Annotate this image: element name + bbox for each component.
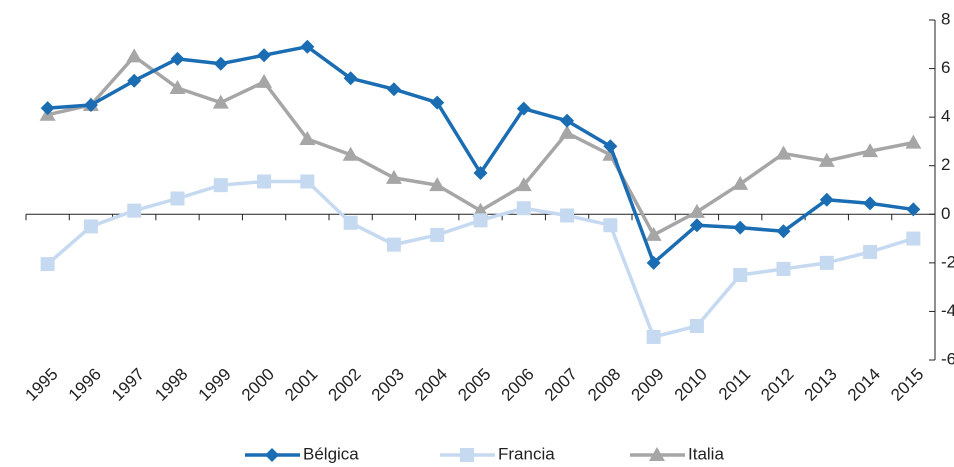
- legend-label: Francia: [498, 444, 555, 463]
- y-tick-label: 2: [941, 155, 950, 174]
- x-tick-label: 2004: [411, 365, 451, 405]
- marker: [646, 255, 661, 270]
- marker: [265, 448, 279, 462]
- marker: [257, 174, 272, 189]
- y-tick-label: 4: [941, 107, 950, 126]
- marker: [560, 208, 575, 223]
- marker: [645, 226, 662, 241]
- marker: [603, 139, 618, 154]
- x-tick-label: 2001: [281, 365, 321, 405]
- marker: [775, 145, 792, 160]
- x-tick-label: 1996: [65, 365, 105, 405]
- marker: [300, 174, 315, 189]
- marker: [649, 447, 665, 461]
- marker: [212, 94, 229, 109]
- x-tick-label: 1999: [195, 365, 235, 405]
- x-tick-label: 2012: [757, 365, 797, 405]
- marker: [646, 329, 661, 344]
- marker: [40, 257, 55, 272]
- marker: [863, 196, 878, 211]
- x-tick-label: 2007: [541, 365, 581, 405]
- marker: [906, 202, 921, 217]
- y-tick-label: -2: [941, 252, 954, 271]
- marker: [819, 192, 834, 207]
- marker: [83, 98, 98, 112]
- marker: [430, 95, 445, 110]
- marker: [688, 203, 705, 218]
- marker: [342, 146, 359, 161]
- marker: [170, 191, 185, 206]
- x-tick-label: 2009: [627, 365, 667, 405]
- marker: [213, 178, 228, 193]
- marker: [776, 261, 791, 276]
- marker: [385, 169, 402, 184]
- y-tick-label: 0: [941, 204, 950, 223]
- legend-label: Italia: [688, 444, 724, 463]
- x-tick-label: 2015: [887, 365, 927, 405]
- marker: [559, 124, 576, 139]
- x-tick-label: 2002: [324, 365, 364, 405]
- x-tick-label: 1998: [151, 365, 191, 405]
- x-tick-label: 2003: [368, 365, 408, 405]
- marker: [819, 255, 834, 270]
- marker: [83, 219, 98, 234]
- marker: [213, 56, 228, 71]
- series: [40, 174, 921, 344]
- marker: [689, 319, 704, 333]
- marker: [169, 80, 186, 94]
- marker: [906, 231, 921, 246]
- x-tick-label: 2006: [498, 365, 538, 405]
- y-tick-label: 8: [941, 9, 950, 28]
- x-tick-label: 2011: [715, 365, 754, 404]
- marker: [516, 101, 531, 116]
- x-tick-label: 1997: [108, 365, 148, 405]
- marker: [460, 448, 474, 462]
- x-tick-label: 2010: [671, 365, 711, 405]
- marker: [776, 224, 791, 239]
- marker: [126, 48, 143, 63]
- series: [40, 39, 921, 270]
- x-tick-label: 2014: [844, 365, 884, 405]
- marker: [429, 177, 446, 192]
- x-tick-label: 2005: [454, 365, 494, 405]
- y-tick-label: -4: [941, 301, 954, 320]
- marker: [127, 73, 142, 88]
- x-tick-label: 1995: [21, 365, 61, 405]
- marker: [733, 220, 748, 235]
- marker: [516, 201, 531, 216]
- marker: [257, 48, 272, 63]
- marker: [515, 177, 532, 192]
- marker: [127, 203, 142, 218]
- marker: [560, 113, 575, 128]
- marker: [300, 39, 315, 54]
- marker: [732, 175, 749, 190]
- marker: [905, 134, 922, 149]
- marker: [170, 51, 185, 66]
- marker: [472, 202, 489, 217]
- x-tick-label: 2008: [584, 365, 624, 405]
- marker: [473, 213, 488, 228]
- marker: [386, 237, 401, 252]
- legend-label: Bélgica: [303, 444, 359, 463]
- marker: [818, 152, 835, 167]
- marker: [40, 101, 55, 116]
- marker: [386, 82, 401, 97]
- y-tick-label: -6: [941, 349, 954, 368]
- series: [39, 48, 922, 241]
- marker: [733, 268, 748, 282]
- marker: [299, 131, 316, 145]
- y-tick-label: 6: [941, 58, 950, 77]
- marker: [863, 244, 878, 259]
- marker: [343, 71, 358, 86]
- marker: [430, 227, 445, 242]
- x-tick-label: 2000: [238, 365, 278, 405]
- marker: [343, 215, 358, 230]
- marker: [689, 218, 704, 233]
- marker: [473, 166, 488, 180]
- marker: [256, 73, 273, 88]
- marker: [862, 143, 879, 158]
- x-tick-label: 2013: [801, 365, 841, 405]
- marker: [603, 218, 618, 233]
